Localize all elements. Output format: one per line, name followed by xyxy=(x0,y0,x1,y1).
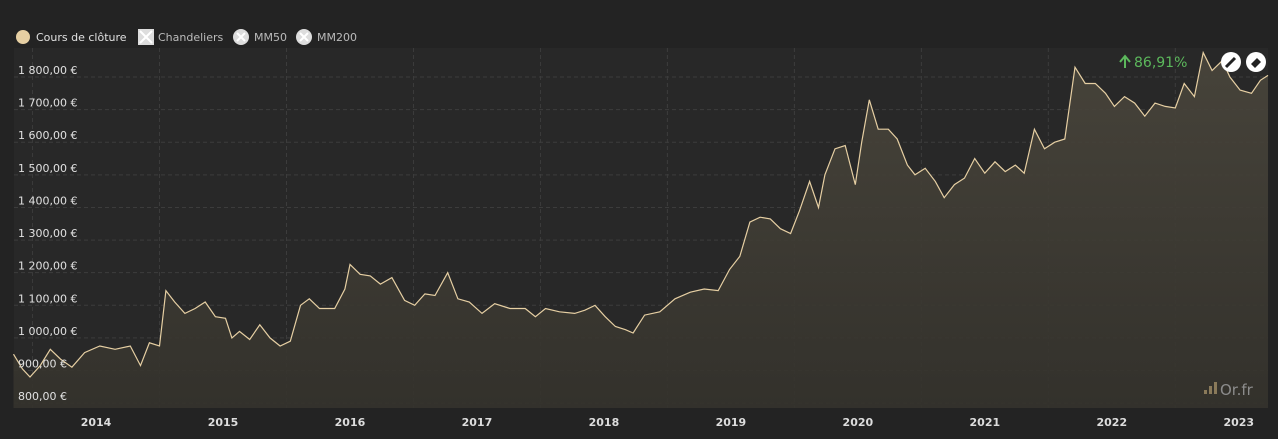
legend-label[interactable]: Cours de clôture xyxy=(36,31,127,44)
legend-label[interactable]: Chandeliers xyxy=(158,31,224,44)
x-tick-label: 2017 xyxy=(462,416,493,429)
legend-swatch xyxy=(16,30,30,44)
watermark-logo xyxy=(1204,382,1217,394)
labels: 800,00 € 900,00 € 1 000,00 € 1 100,00 € 1 20… xyxy=(18,64,1254,429)
y-tick-label: 1 700,00 € xyxy=(18,97,77,110)
legend-label[interactable]: MM200 xyxy=(317,31,357,44)
y-tick-label: 1 300,00 € xyxy=(18,227,77,240)
y-tick-label: 1 000,00 € xyxy=(18,325,77,338)
x-tick-label: 2023 xyxy=(1223,416,1254,429)
y-tick-label: 1 400,00 € xyxy=(18,194,77,207)
x-tick-label: 2015 xyxy=(208,416,239,429)
marks xyxy=(12,50,1269,408)
y-tick-label: 1 200,00 € xyxy=(18,260,77,273)
y-tick-label: 1 600,00 € xyxy=(18,129,77,142)
legend-cross xyxy=(139,30,153,44)
change-arrow xyxy=(1119,54,1131,68)
x-tick-label: 2018 xyxy=(589,416,620,429)
eraser-icon xyxy=(1251,58,1261,68)
legend-cross xyxy=(299,32,309,42)
legend-label[interactable]: MM50 xyxy=(254,31,287,44)
x-tick-label: 2016 xyxy=(335,416,366,429)
y-tick-label: 1 500,00 € xyxy=(18,162,77,175)
y-tick-label: 1 100,00 € xyxy=(18,292,77,305)
y-tick-label: 1 800,00 € xyxy=(18,64,77,77)
x-tick-label: 2019 xyxy=(716,416,747,429)
x-tick-label: 2020 xyxy=(843,416,874,429)
tool-buttons[interactable] xyxy=(1221,52,1266,72)
x-tick-label: 2014 xyxy=(81,416,112,429)
area-fill xyxy=(13,52,1268,408)
y-tick-label: 900,00 € xyxy=(18,358,67,371)
x-tick-label: 2021 xyxy=(970,416,1001,429)
legend-cross xyxy=(236,32,246,42)
x-tick-label: 2022 xyxy=(1097,416,1128,429)
price-line xyxy=(12,50,1269,378)
legend[interactable]: Cours de clôture Chandeliers MM50 MM200 xyxy=(16,29,357,45)
watermark: Or.fr xyxy=(1220,381,1254,399)
y-tick-label: 800,00 € xyxy=(18,390,67,403)
change-label: 86,91% xyxy=(1134,55,1187,71)
pencil-icon xyxy=(1224,56,1237,69)
